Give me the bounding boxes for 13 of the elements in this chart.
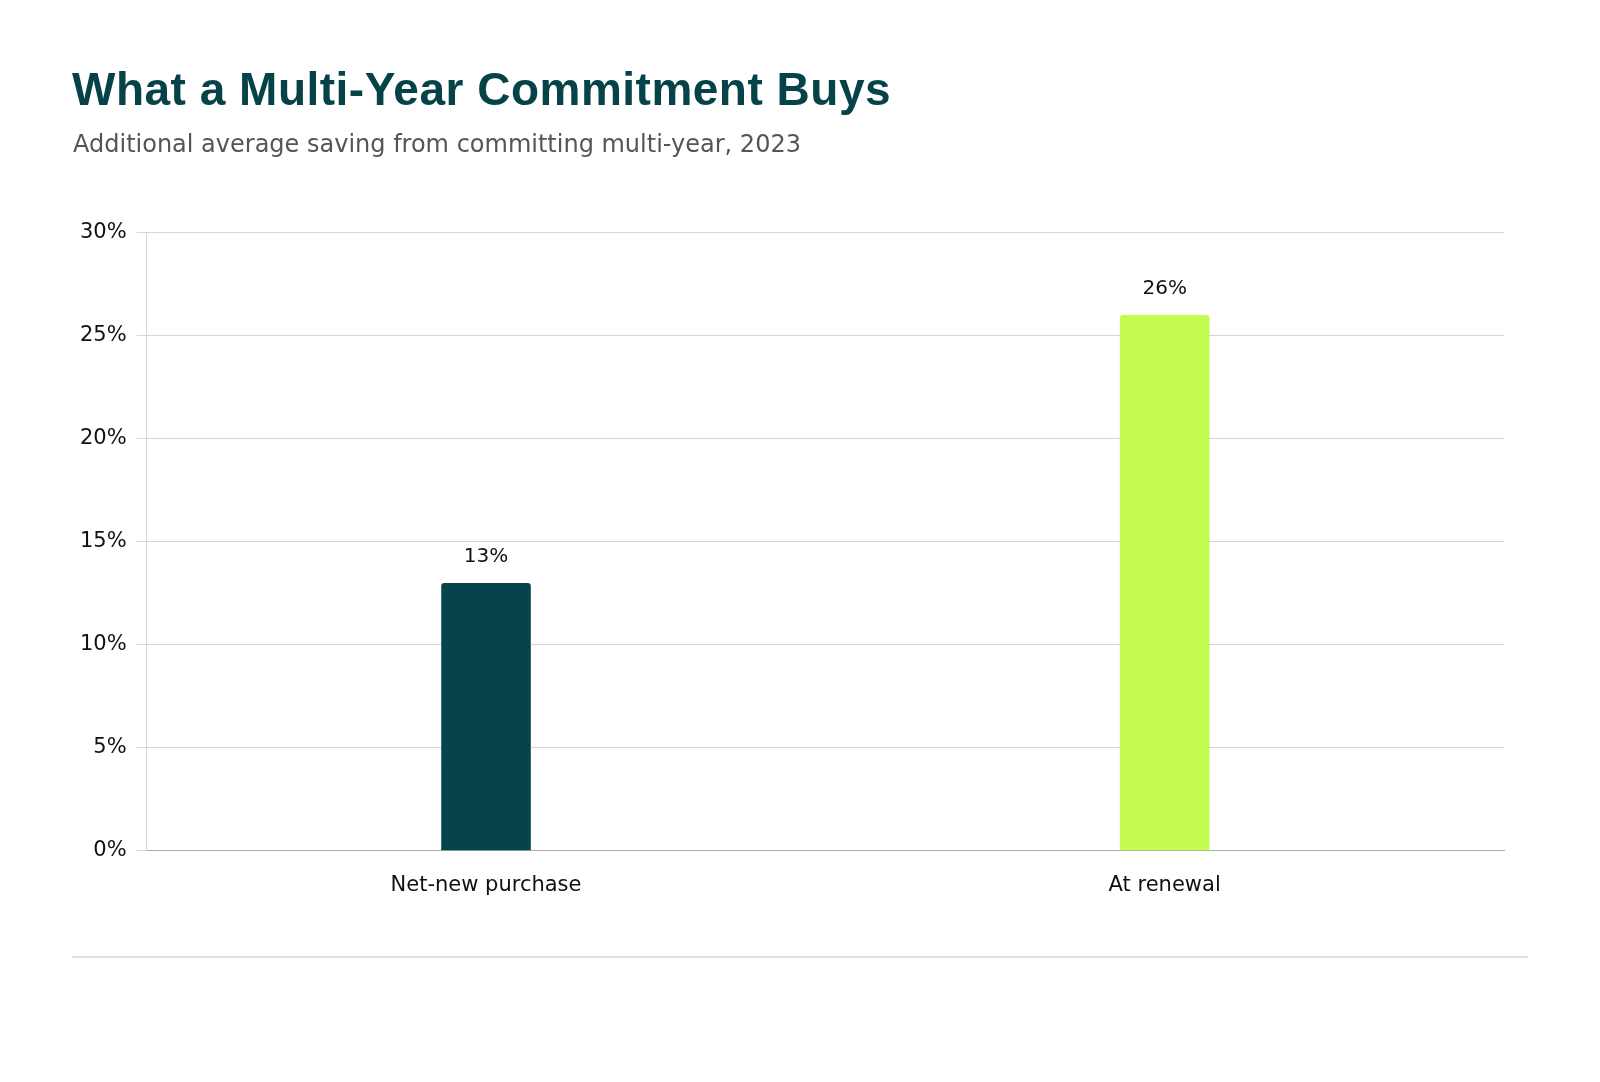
y-tick-label: 0%	[93, 837, 127, 862]
x-tick-label: At renewal	[1108, 871, 1221, 896]
y-tick-label: 10%	[79, 631, 127, 656]
y-tick-label: 5%	[93, 734, 127, 759]
y-tick-label: 25%	[79, 322, 127, 347]
chart-title: What a Multi-Year Commitment Buys	[72, 62, 892, 116]
chart-subtitle: Additional average saving from committing multi-year, 2023	[73, 130, 801, 158]
data-label: 13%	[463, 543, 509, 568]
x-tick-label: Net-new purchase	[390, 871, 582, 896]
y-tick-label: 15%	[79, 528, 127, 553]
y-tick-label: 20%	[79, 425, 127, 450]
data-label: 26%	[1142, 275, 1187, 300]
y-tick-label: 30%	[79, 219, 127, 244]
